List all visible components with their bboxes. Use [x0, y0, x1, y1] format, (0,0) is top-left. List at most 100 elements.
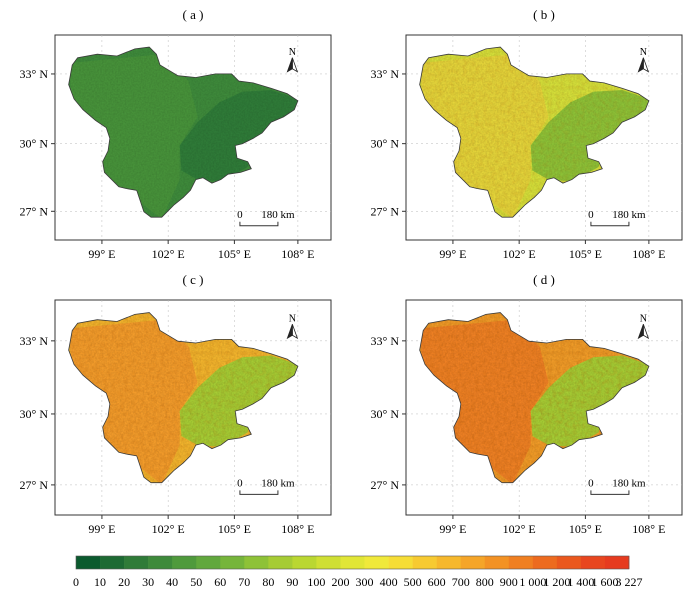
scale-zero: 0: [237, 477, 243, 489]
longitude-label: 108° E: [632, 247, 665, 261]
longitude-label: 99° E: [88, 247, 115, 261]
legend-label: 300: [356, 575, 374, 589]
longitude-label: 108° E: [632, 522, 665, 536]
longitude-label: 102° E: [152, 522, 185, 536]
legend-swatch: [412, 556, 437, 569]
legend-swatch: [604, 556, 630, 569]
longitude-label: 108° E: [281, 247, 314, 261]
panel-label: ( b ): [533, 7, 555, 22]
legend-swatch: [148, 556, 173, 569]
north-label: N: [289, 313, 296, 324]
scale-distance: 180 km: [612, 209, 646, 221]
latitude-label: 33° N: [20, 67, 49, 81]
north-arrow-icon: N: [286, 313, 298, 339]
scale-distance: 180 km: [612, 477, 646, 489]
longitude-label: 99° E: [88, 522, 115, 536]
map-panel-c: ( c ) 99° E 102° E 105° E 108° E 33° N 30° N 27…: [20, 272, 332, 536]
legend-label: 10: [94, 575, 106, 589]
map-panel-b: ( b ) 99° E 102° E 105° E 108° E 33° N 30° N 27…: [371, 7, 683, 261]
legend-label: 60: [214, 575, 226, 589]
map-panel-d: ( d ) 99° E 102° E 105° E 108° E 33° N 30° N 27…: [371, 272, 683, 536]
scale-zero: 0: [588, 209, 594, 221]
longitude-label: 105° E: [218, 247, 251, 261]
legend-swatch: [76, 556, 101, 569]
legend-swatch: [484, 556, 510, 569]
legend-label: 50: [190, 575, 202, 589]
latitude-label: 30° N: [371, 407, 400, 421]
scale-zero: 0: [588, 477, 594, 489]
legend-label: 40: [166, 575, 178, 589]
latitude-label: 30° N: [371, 137, 400, 151]
legend-label: 600: [428, 575, 446, 589]
legend-swatch: [292, 556, 317, 569]
legend-swatch: [388, 556, 413, 569]
latitude-label: 27° N: [20, 478, 49, 492]
legend-swatch: [532, 556, 558, 569]
legend-label: 900: [500, 575, 518, 589]
legend-border: [75, 555, 630, 570]
legend-label: 800: [476, 575, 494, 589]
legend-swatch: [124, 556, 149, 569]
panel-label: ( a ): [183, 7, 204, 22]
latitude-label: 30° N: [20, 137, 49, 151]
longitude-label: 102° E: [503, 522, 536, 536]
legend-swatch: [556, 556, 582, 569]
latitude-label: 33° N: [371, 67, 400, 81]
legend-label: 3 227: [616, 575, 643, 589]
legend-label: 20: [118, 575, 130, 589]
north-label: N: [640, 313, 647, 324]
latitude-label: 33° N: [371, 334, 400, 348]
latitude-label: 30° N: [20, 407, 49, 421]
legend-swatch: [244, 556, 269, 569]
legend-swatch: [364, 556, 389, 569]
color-legend: 0 10 20 30 40 50 60 70 80 90 100 200 300 400 500 600 700…: [73, 555, 643, 589]
legend-label: 500: [404, 575, 422, 589]
longitude-label: 102° E: [503, 247, 536, 261]
legend-swatch: [196, 556, 221, 569]
scale-zero: 0: [237, 209, 243, 221]
latitude-label: 27° N: [371, 478, 400, 492]
map-panel-a: ( a ) 99° E 102° E 105° E 108° E 33° N 30° N 27…: [20, 7, 332, 261]
legend-swatch: [436, 556, 461, 569]
longitude-label: 108° E: [281, 522, 314, 536]
legend-swatch: [172, 556, 197, 569]
latitude-label: 33° N: [20, 334, 49, 348]
legend-label: 200: [331, 575, 349, 589]
north-label: N: [640, 47, 647, 58]
longitude-label: 105° E: [569, 522, 602, 536]
longitude-label: 99° E: [439, 522, 466, 536]
legend-label: 0: [73, 575, 79, 589]
legend-label: 100: [307, 575, 325, 589]
legend-label: 80: [262, 575, 274, 589]
longitude-label: 105° E: [569, 247, 602, 261]
north-arrow-icon: N: [637, 47, 649, 73]
scale-bar: 0 180 km: [237, 477, 295, 495]
scale-distance: 180 km: [261, 209, 295, 221]
legend-label: 30: [142, 575, 154, 589]
panel-label: ( c ): [183, 272, 204, 287]
legend-label: 1 000: [519, 575, 546, 589]
north-arrow-icon: N: [286, 47, 298, 73]
panel-label: ( d ): [533, 272, 555, 287]
legend-label: 1 200: [543, 575, 570, 589]
north-label: N: [289, 47, 296, 58]
legend-label: 1 600: [591, 575, 618, 589]
legend-label: 1 400: [567, 575, 594, 589]
panels-layer: ( a ) 99° E 102° E 105° E 108° E 33° N 30° N 27…: [20, 7, 683, 536]
legend-label: 70: [238, 575, 250, 589]
scale-bar: 0 180 km: [588, 477, 646, 495]
legend-swatch: [340, 556, 365, 569]
legend-label: 400: [380, 575, 398, 589]
scale-bar: 0 180 km: [237, 209, 295, 227]
legend-label: 90: [286, 575, 298, 589]
legend-swatch: [316, 556, 341, 569]
legend-swatch: [508, 556, 534, 569]
legend-label: 700: [452, 575, 470, 589]
legend-swatch: [580, 556, 606, 569]
scale-distance: 180 km: [261, 477, 295, 489]
legend-swatch: [268, 556, 293, 569]
longitude-label: 105° E: [218, 522, 251, 536]
north-arrow-icon: N: [637, 313, 649, 339]
latitude-label: 27° N: [20, 204, 49, 218]
latitude-label: 27° N: [371, 204, 400, 218]
